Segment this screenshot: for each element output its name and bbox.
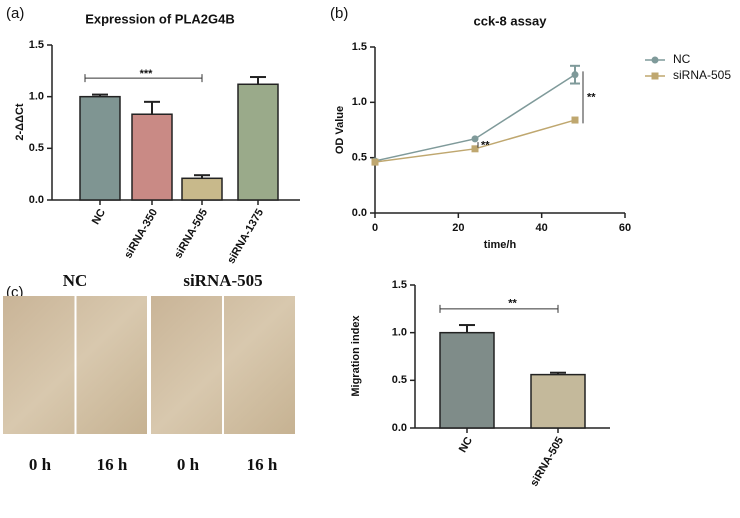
x-tick-label: siRNA-1375 [225, 207, 266, 266]
chart-title: Expression of PLA2G4B [85, 11, 235, 26]
legend-marker [651, 72, 659, 80]
significance-label: ** [587, 91, 596, 103]
x-tick-label: NC [457, 435, 475, 455]
y-tick-label: 0.5 [392, 374, 407, 386]
micrographs [3, 296, 295, 434]
image-label: siRNA-505 [183, 271, 262, 290]
x-tick-label: 40 [536, 222, 548, 234]
point [371, 158, 379, 166]
point [571, 71, 579, 79]
y-tick-label: 0.0 [392, 422, 407, 434]
x-tick-label: siRNA-350 [122, 207, 160, 261]
bar [530, 373, 586, 429]
bar [439, 331, 495, 429]
y-axis-label: 2-ΔΔCt [14, 103, 26, 141]
y-tick-label: 1.5 [29, 39, 44, 51]
bar [79, 95, 121, 201]
x-tick-label: 0 [372, 222, 378, 234]
x-tick-label: NC [90, 207, 108, 227]
significance-label: ** [508, 298, 517, 310]
point [471, 135, 479, 143]
panel-label: (a) [6, 5, 24, 22]
time-label: 16 h [247, 455, 278, 474]
y-axis-label: Migration index [350, 314, 362, 396]
y-tick-label: 0.5 [352, 152, 367, 164]
x-tick-label: siRNA-505 [528, 435, 566, 489]
significance-label: ** [481, 140, 490, 152]
y-tick-label: 0.0 [352, 207, 367, 219]
y-tick-label: 0.0 [29, 194, 44, 206]
bar [181, 177, 223, 201]
y-tick-label: 1.5 [392, 279, 407, 291]
time-label: 0 h [29, 455, 52, 474]
legend-label: siRNA-505 [673, 68, 731, 82]
y-tick-label: 1.0 [352, 96, 367, 108]
bar [131, 113, 173, 201]
legend-label: NC [673, 52, 691, 66]
legend-marker [651, 56, 659, 64]
panel-label: (b) [330, 5, 348, 22]
y-axis-label: OD Value [334, 106, 346, 154]
time-label: 16 h [97, 455, 128, 474]
image-label: NC [63, 271, 88, 290]
point [471, 145, 479, 153]
y-tick-label: 1.0 [29, 91, 44, 103]
y-tick-label: 1.0 [392, 327, 407, 339]
point [571, 116, 579, 124]
y-tick-label: 1.5 [352, 41, 367, 53]
time-label: 0 h [177, 455, 200, 474]
x-tick-label: 20 [452, 222, 464, 234]
chart-title: cck-8 assay [473, 13, 547, 28]
y-tick-label: 0.5 [29, 142, 44, 154]
significance-label: *** [140, 68, 154, 80]
bar [237, 83, 279, 201]
x-tick-label: siRNA-505 [172, 207, 210, 261]
x-tick-label: 60 [619, 222, 631, 234]
x-axis-label: time/h [484, 239, 517, 251]
